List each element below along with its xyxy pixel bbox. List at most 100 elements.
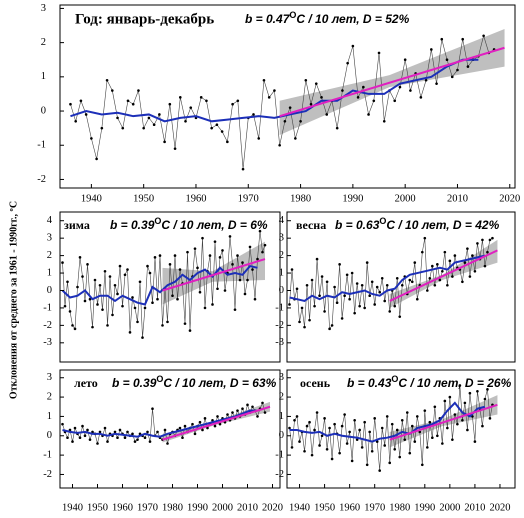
- data-point: [203, 417, 207, 420]
- data-point: [310, 453, 314, 457]
- smoothed-line: [62, 409, 258, 438]
- y-tick-label: -2: [275, 320, 284, 331]
- data-point: [153, 256, 157, 259]
- data-point: [123, 436, 127, 440]
- panel-frame: [59, 211, 281, 363]
- data-point: [166, 442, 169, 445]
- data-point: [91, 325, 94, 329]
- data-point: [189, 106, 193, 109]
- data-point: [413, 440, 417, 443]
- annotation-part: b = 0.39: [112, 376, 157, 390]
- data-point: [373, 303, 376, 306]
- data-point: [388, 461, 392, 465]
- data-point: [368, 294, 371, 298]
- data-point: [156, 430, 159, 434]
- data-point: [288, 426, 291, 430]
- data-point: [393, 448, 397, 451]
- data-point: [100, 126, 104, 130]
- data-point: [323, 417, 326, 420]
- data-point: [256, 257, 259, 261]
- data-point: [215, 123, 219, 127]
- panel-title: весна: [296, 218, 326, 232]
- data-point: [184, 119, 187, 123]
- data-point: [415, 297, 419, 301]
- data-point: [71, 324, 74, 327]
- data-point: [304, 78, 308, 82]
- panel-title: зима: [64, 218, 90, 232]
- data-point: [355, 282, 359, 285]
- data-point: [178, 96, 182, 99]
- data-point: [267, 96, 271, 99]
- x-tick-label: 1940: [62, 502, 83, 513]
- y-tick-label: 0: [41, 105, 46, 116]
- data-point: [320, 96, 323, 99]
- y-tick-label: 2: [41, 37, 46, 48]
- data-point: [298, 320, 301, 324]
- data-point: [461, 37, 465, 41]
- data-point: [126, 430, 129, 434]
- data-point: [248, 245, 252, 249]
- data-point: [418, 430, 422, 434]
- data-point: [178, 268, 182, 271]
- data-point: [163, 140, 166, 144]
- y-tick-label: 4: [47, 215, 53, 226]
- data-point: [293, 418, 296, 422]
- data-point: [138, 280, 142, 284]
- data-point: [241, 167, 245, 171]
- y-tick-label: -1: [37, 140, 46, 151]
- data-point: [408, 278, 412, 282]
- data-point: [236, 99, 240, 103]
- data-point: [351, 44, 355, 48]
- y-tick-label: 0: [47, 285, 52, 296]
- data-point: [273, 89, 276, 92]
- data-point: [433, 405, 437, 409]
- y-tick-label: -2: [43, 469, 52, 480]
- data-point: [423, 236, 427, 240]
- panel-frame: [286, 369, 516, 489]
- data-point: [295, 415, 299, 418]
- annotation-part: O: [156, 374, 163, 384]
- x-tick-label: 1990: [414, 502, 435, 513]
- x-tick-label: 1940: [81, 193, 102, 204]
- data-point: [343, 294, 346, 298]
- data-point: [431, 436, 434, 440]
- data-point: [121, 304, 124, 308]
- data-point: [482, 34, 485, 38]
- data-point: [84, 113, 88, 116]
- smoothed-line: [289, 401, 486, 443]
- data-point: [74, 119, 77, 123]
- data-point: [73, 426, 77, 430]
- data-point: [314, 82, 318, 85]
- data-point: [388, 310, 392, 313]
- data-point: [137, 89, 140, 92]
- data-point: [430, 48, 433, 51]
- data-point: [473, 440, 477, 443]
- data-point: [348, 430, 351, 434]
- data-point: [118, 264, 122, 268]
- data-point: [61, 261, 64, 264]
- data-point: [340, 317, 344, 320]
- data-point: [393, 99, 397, 103]
- y-tick-label: -2: [43, 320, 52, 331]
- data-point: [118, 428, 122, 432]
- data-point: [183, 322, 187, 325]
- data-point: [262, 78, 266, 82]
- x-tick-label: 1950: [133, 193, 154, 204]
- data-point: [231, 263, 234, 266]
- data-point: [131, 432, 134, 436]
- y-tick-label: 1: [279, 267, 284, 278]
- data-point: [236, 409, 239, 412]
- data-point: [362, 85, 365, 89]
- data-point: [448, 395, 452, 399]
- data-point: [136, 320, 139, 324]
- y-tick-label: -2: [37, 174, 46, 185]
- data-point: [110, 89, 114, 92]
- data-point: [294, 137, 297, 140]
- data-point: [158, 254, 162, 257]
- data-point: [426, 446, 429, 449]
- data-point: [345, 273, 349, 277]
- data-point: [263, 411, 267, 414]
- data-point: [428, 276, 432, 280]
- data-point: [198, 420, 202, 424]
- data-point: [453, 254, 457, 257]
